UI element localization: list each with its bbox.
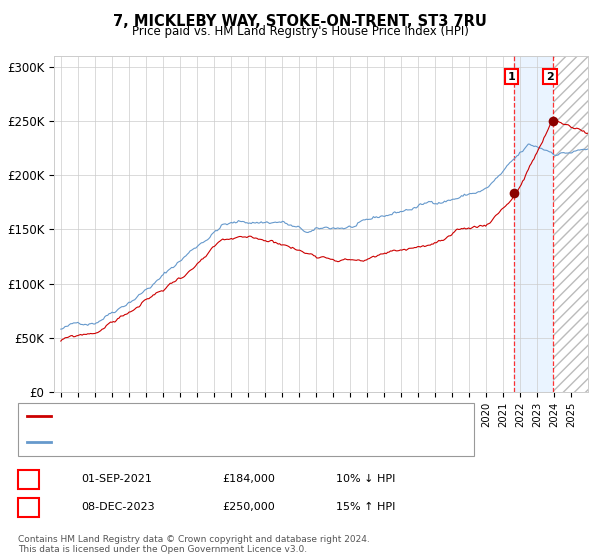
- Text: £250,000: £250,000: [222, 502, 275, 512]
- Bar: [553, 56, 588, 392]
- Text: 7, MICKLEBY WAY, STOKE-ON-TRENT, ST3 7RU: 7, MICKLEBY WAY, STOKE-ON-TRENT, ST3 7RU: [113, 14, 487, 29]
- Bar: [514, 56, 553, 392]
- Text: 1: 1: [25, 474, 32, 484]
- Text: £184,000: £184,000: [222, 474, 275, 484]
- Text: Contains HM Land Registry data © Crown copyright and database right 2024.
This d: Contains HM Land Registry data © Crown c…: [18, 535, 370, 554]
- Text: HPI: Average price, detached house, Stoke-on-Trent: HPI: Average price, detached house, Stok…: [55, 437, 323, 447]
- Text: 08-DEC-2023: 08-DEC-2023: [81, 502, 155, 512]
- Text: Price paid vs. HM Land Registry's House Price Index (HPI): Price paid vs. HM Land Registry's House …: [131, 25, 469, 38]
- Text: 01-SEP-2021: 01-SEP-2021: [81, 474, 152, 484]
- Text: 1: 1: [508, 72, 515, 82]
- Text: 10% ↓ HPI: 10% ↓ HPI: [336, 474, 395, 484]
- Text: 15% ↑ HPI: 15% ↑ HPI: [336, 502, 395, 512]
- Text: 2: 2: [25, 502, 32, 512]
- Text: 7, MICKLEBY WAY, STOKE-ON-TRENT, ST3 7RU (detached house): 7, MICKLEBY WAY, STOKE-ON-TRENT, ST3 7RU…: [55, 411, 388, 421]
- Text: 2: 2: [546, 72, 554, 82]
